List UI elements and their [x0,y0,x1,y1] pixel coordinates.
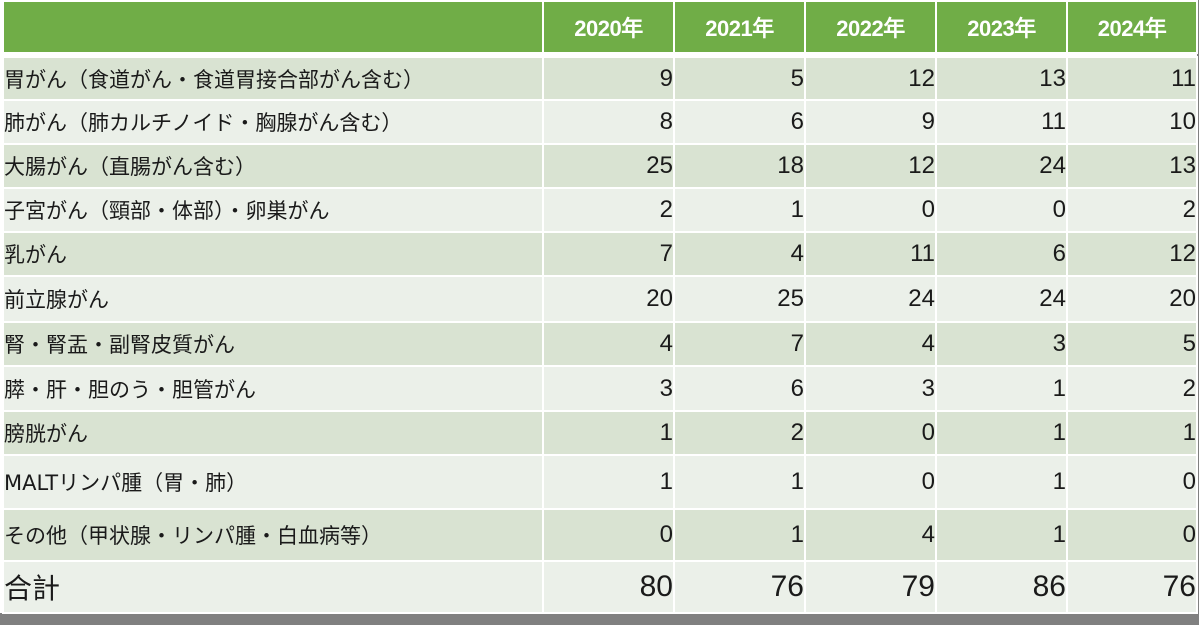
table-row: 肺がん（肺カルチノイド・胸腺がん含む） 8 6 9 11 10 [2,99,1198,145]
cell-2024: 0 [1066,454,1198,510]
cell-2021: 18 [673,143,806,189]
cell-2022: 11 [804,231,937,277]
header-year-2020: 2020年 [542,0,675,54]
cell-2021: 4 [673,231,806,277]
cell-2022: 9 [804,99,937,145]
cancer-cases-table: 2020年 2021年 2022年 2023年 2024年 胃がん（食道がん・食… [2,0,1198,614]
cell-2020: 2 [542,187,675,233]
cell-2020: 20 [542,275,675,323]
cell-2020: 0 [542,508,675,562]
table-row: 腎・腎盂・副腎皮質がん 4 7 4 3 5 [2,321,1198,367]
cell-2024: 2 [1066,365,1198,412]
cell-2020: 8 [542,99,675,145]
row-label: MALTリンパ腫（胃・肺） [2,454,544,510]
row-label: 膵・肝・胆のう・胆管がん [2,365,544,412]
cell-2021: 25 [673,275,806,323]
cell-2023: 11 [935,99,1068,145]
cell-2023: 1 [935,410,1068,456]
total-2020: 80 [542,560,675,614]
cell-2022: 0 [804,454,937,510]
cell-2021: 2 [673,410,806,456]
header-row: 2020年 2021年 2022年 2023年 2024年 [2,0,1198,54]
cell-2020: 4 [542,321,675,367]
cell-2022: 12 [804,56,937,101]
cell-2023: 13 [935,56,1068,101]
header-gap [3,53,1197,57]
header-year-2024: 2024年 [1066,0,1198,54]
row-label: 膀胱がん [2,410,544,456]
header-year-2022: 2022年 [804,0,937,54]
row-label: その他（甲状腺・リンパ腫・白血病等） [2,508,544,562]
table-row: 大腸がん（直腸がん含む） 25 18 12 24 13 [2,143,1198,189]
cell-2023: 6 [935,231,1068,277]
cell-2020: 9 [542,56,675,101]
header-corner [2,0,544,54]
cell-2024: 13 [1066,143,1198,189]
cell-2022: 0 [804,187,937,233]
row-label: 乳がん [2,231,544,277]
total-2024: 76 [1066,560,1198,614]
table-row: 前立腺がん 20 25 24 24 20 [2,275,1198,323]
row-label: 肺がん（肺カルチノイド・胸腺がん含む） [2,99,544,145]
cell-2020: 25 [542,143,675,189]
cell-2020: 7 [542,231,675,277]
table-shadow-bottom [0,613,1199,625]
cell-2021: 1 [673,508,806,562]
cell-2022: 0 [804,410,937,456]
table-row: 膵・肝・胆のう・胆管がん 3 6 3 1 2 [2,365,1198,412]
row-label: 前立腺がん [2,275,544,323]
cell-2023: 0 [935,187,1068,233]
cell-2021: 7 [673,321,806,367]
header-year-2023: 2023年 [935,0,1068,54]
cell-2021: 6 [673,365,806,412]
cell-2024: 5 [1066,321,1198,367]
cell-2024: 20 [1066,275,1198,323]
cell-2022: 4 [804,508,937,562]
cell-2023: 1 [935,508,1068,562]
cell-2021: 5 [673,56,806,101]
total-label: 合計 [2,560,544,614]
cell-2024: 10 [1066,99,1198,145]
cell-2024: 11 [1066,56,1198,101]
cell-2023: 1 [935,454,1068,510]
table-row: MALTリンパ腫（胃・肺） 1 1 0 1 0 [2,454,1198,510]
cell-2022: 12 [804,143,937,189]
cell-2023: 1 [935,365,1068,412]
cell-2022: 3 [804,365,937,412]
header-year-2021: 2021年 [673,0,806,54]
cell-2020: 1 [542,454,675,510]
gap-cell [3,53,1197,57]
cell-2023: 3 [935,321,1068,367]
total-2023: 86 [935,560,1068,614]
table-row: その他（甲状腺・リンパ腫・白血病等） 0 1 4 1 0 [2,508,1198,562]
cell-2021: 6 [673,99,806,145]
table-shadow-right [1196,0,1199,625]
cell-2023: 24 [935,143,1068,189]
cell-2024: 1 [1066,410,1198,456]
cell-2024: 2 [1066,187,1198,233]
cell-2021: 1 [673,454,806,510]
cell-2021: 1 [673,187,806,233]
table-row: 膀胱がん 1 2 0 1 1 [2,410,1198,456]
row-label: 胃がん（食道がん・食道胃接合部がん含む） [2,56,544,101]
row-label: 大腸がん（直腸がん含む） [2,143,544,189]
total-2021: 76 [673,560,806,614]
cell-2020: 1 [542,410,675,456]
cell-2024: 0 [1066,508,1198,562]
cell-2020: 3 [542,365,675,412]
total-2022: 79 [804,560,937,614]
table-row: 胃がん（食道がん・食道胃接合部がん含む） 9 5 12 13 11 [2,56,1198,101]
cell-2022: 4 [804,321,937,367]
cell-2024: 12 [1066,231,1198,277]
row-label: 腎・腎盂・副腎皮質がん [2,321,544,367]
table-row: 乳がん 7 4 11 6 12 [2,231,1198,277]
cell-2022: 24 [804,275,937,323]
total-row: 合計 80 76 79 86 76 [2,560,1198,614]
cell-2023: 24 [935,275,1068,323]
table-row: 子宮がん（頸部・体部）・卵巣がん 2 1 0 0 2 [2,187,1198,233]
row-label: 子宮がん（頸部・体部）・卵巣がん [2,187,544,233]
